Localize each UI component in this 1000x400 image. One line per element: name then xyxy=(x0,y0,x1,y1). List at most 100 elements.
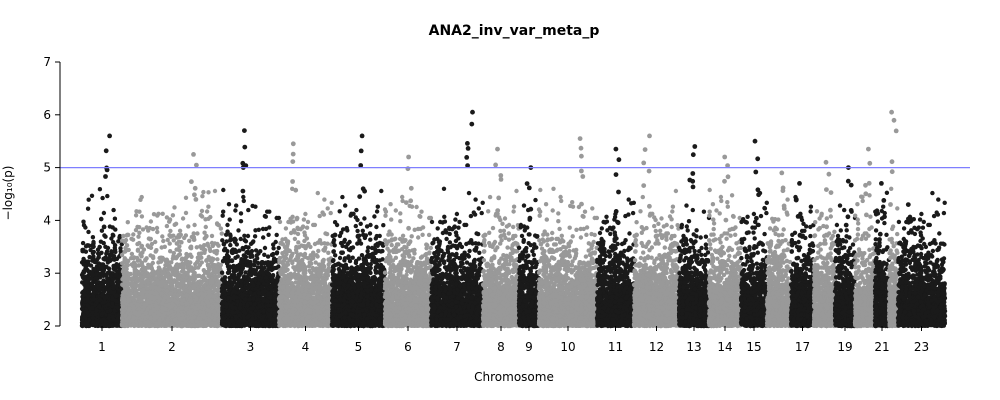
snp-point xyxy=(159,308,165,314)
snp-point xyxy=(132,315,137,321)
snp-point xyxy=(90,272,96,278)
snp-point xyxy=(170,256,176,261)
snp-point xyxy=(219,231,224,236)
snp-point xyxy=(193,310,198,315)
snp-point xyxy=(112,243,118,248)
snp-point xyxy=(175,275,181,281)
snp-point xyxy=(122,296,127,302)
snp-point xyxy=(113,293,119,298)
snp-point xyxy=(172,205,177,210)
snp-point xyxy=(140,314,145,319)
snp-point xyxy=(178,292,184,297)
snp-point xyxy=(216,223,221,228)
snp-point xyxy=(160,234,165,239)
snp-point xyxy=(185,270,190,275)
snp-point xyxy=(121,282,127,287)
snp-point xyxy=(208,322,213,327)
snp-point xyxy=(146,265,151,270)
snp-point xyxy=(99,264,105,270)
snp-point xyxy=(103,174,108,179)
snp-point xyxy=(80,249,85,254)
snp-point xyxy=(136,296,142,301)
snp-point xyxy=(186,224,191,229)
snp-point xyxy=(181,268,186,273)
snp-point xyxy=(134,283,139,288)
snp-point xyxy=(192,237,197,242)
snp-point xyxy=(161,238,166,244)
snp-point xyxy=(131,297,136,302)
snp-point xyxy=(190,304,195,309)
snp-point xyxy=(101,256,106,261)
snp-point xyxy=(158,259,164,264)
snp-point xyxy=(153,285,158,291)
snp-point xyxy=(193,197,199,202)
snp-point xyxy=(206,243,211,248)
snp-point xyxy=(212,309,217,315)
snp-point xyxy=(99,216,104,222)
snp-point xyxy=(137,225,142,230)
snp-point xyxy=(187,289,192,294)
snp-point xyxy=(203,224,208,230)
snp-point xyxy=(210,280,215,285)
snp-point xyxy=(206,204,211,209)
snp-point xyxy=(122,258,127,263)
snp-point xyxy=(180,256,185,261)
snp-point xyxy=(85,206,91,211)
snp-point xyxy=(82,287,88,292)
snp-point xyxy=(181,298,186,303)
snp-point xyxy=(200,301,205,306)
snp-point xyxy=(165,317,171,322)
snp-point xyxy=(107,224,113,229)
snp-point xyxy=(91,290,96,295)
snp-point xyxy=(168,233,173,239)
snp-point xyxy=(157,318,163,323)
snp-point xyxy=(104,249,110,254)
snp-point xyxy=(192,222,197,228)
snp-point xyxy=(110,277,116,282)
snp-point xyxy=(204,209,210,214)
snp-point xyxy=(164,260,170,266)
data-points xyxy=(79,109,948,329)
snp-point xyxy=(206,312,211,318)
snp-point xyxy=(167,298,172,303)
snp-point xyxy=(215,257,220,262)
snp-point xyxy=(147,300,152,305)
snp-point xyxy=(91,239,96,245)
snp-point xyxy=(140,227,146,232)
snp-point xyxy=(101,210,107,216)
snp-point xyxy=(185,301,190,306)
snp-point xyxy=(131,306,136,312)
snp-point xyxy=(127,292,132,298)
snp-point xyxy=(188,252,193,257)
snp-point xyxy=(135,247,141,252)
snp-point xyxy=(99,318,104,324)
snp-point xyxy=(121,304,126,310)
snp-point xyxy=(216,273,222,278)
snp-point xyxy=(183,210,189,216)
snp-point xyxy=(80,240,86,246)
snp-point xyxy=(184,306,189,312)
snp-point xyxy=(193,262,198,267)
snp-point xyxy=(85,303,90,308)
snp-point xyxy=(94,308,99,313)
snp-point xyxy=(200,194,205,199)
snp-point xyxy=(160,322,165,328)
snp-point xyxy=(103,319,108,324)
snp-point xyxy=(199,208,205,214)
snp-point xyxy=(140,291,145,297)
snp-point xyxy=(139,194,144,200)
snp-point xyxy=(212,188,218,194)
snp-point xyxy=(113,265,118,271)
snp-point xyxy=(149,241,155,247)
snp-point xyxy=(94,280,100,285)
snp-point xyxy=(209,233,215,239)
snp-point xyxy=(106,315,112,321)
snp-point xyxy=(196,316,202,321)
snp-point xyxy=(153,315,158,320)
snp-point xyxy=(90,235,96,240)
snp-point xyxy=(88,247,93,253)
snp-point xyxy=(147,225,152,231)
snp-point xyxy=(151,307,157,313)
snp-point xyxy=(97,287,103,292)
snp-point xyxy=(148,315,153,321)
